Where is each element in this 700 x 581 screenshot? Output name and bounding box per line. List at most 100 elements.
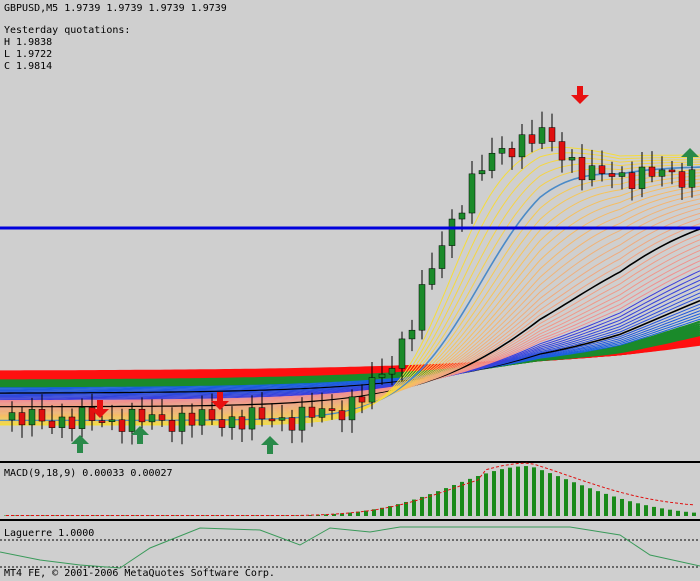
close: 1.9739 xyxy=(191,3,227,14)
macd-bar xyxy=(644,505,648,516)
macd-bar xyxy=(356,511,360,516)
candle-body xyxy=(308,406,316,418)
candle-body xyxy=(328,408,336,411)
macd-bar xyxy=(620,498,624,516)
moving-average xyxy=(0,239,700,406)
macd-bar xyxy=(348,512,352,516)
macd-bar xyxy=(420,496,424,516)
candle-body xyxy=(78,407,86,429)
candle-body xyxy=(258,407,266,420)
candle-body xyxy=(28,409,36,426)
moving-average xyxy=(0,255,700,403)
yesterday-close: C 1.9814 xyxy=(4,61,52,72)
moving-average xyxy=(0,299,700,395)
macd-label: MACD(9,18,9) 0.00033 0.00027 xyxy=(4,468,173,479)
candle-body xyxy=(618,172,626,177)
candle-body xyxy=(108,419,116,423)
candle-body xyxy=(568,157,576,161)
macd-bar xyxy=(652,506,656,516)
sell-arrow xyxy=(571,86,589,104)
yesterday-low: L 1.9722 xyxy=(4,49,52,60)
macd-bar xyxy=(556,476,560,516)
macd-bar xyxy=(148,515,152,516)
moving-average xyxy=(0,244,700,405)
candle-body xyxy=(468,173,476,214)
candle-body xyxy=(598,165,606,174)
macd-bar xyxy=(524,466,528,516)
candle-body xyxy=(128,408,136,432)
buy-arrow xyxy=(131,426,149,444)
macd-bar xyxy=(660,508,664,516)
laguerre-panel xyxy=(0,521,700,581)
moving-average xyxy=(0,318,700,389)
quotations-title: Yesterday quotations: xyxy=(4,25,130,36)
candle-body xyxy=(388,368,396,375)
macd-bar xyxy=(636,503,640,516)
candle-body xyxy=(508,148,516,158)
candle-body xyxy=(578,157,586,181)
candle-body xyxy=(188,412,196,426)
candle-body xyxy=(448,218,456,246)
macd-bar xyxy=(580,485,584,516)
candle-body xyxy=(628,172,636,189)
candle-body xyxy=(458,212,466,220)
moving-average xyxy=(0,279,700,399)
laguerre-plot xyxy=(0,526,700,569)
symbol: GBPUSD,M5 1.9739 1.9739 1.9739 1.9739 xyxy=(4,3,227,14)
macd-bar xyxy=(372,509,376,516)
buy-arrow xyxy=(261,436,279,454)
candle-body xyxy=(478,170,486,175)
candle-body xyxy=(228,416,236,428)
candle-body xyxy=(298,406,306,431)
candle-body xyxy=(118,419,126,432)
macd-bar xyxy=(476,476,480,516)
macd-bar xyxy=(692,512,696,516)
candle-body xyxy=(518,134,526,158)
macd-bar xyxy=(436,491,440,516)
moving-average xyxy=(0,284,700,398)
candle-body xyxy=(558,141,566,161)
macd-bar xyxy=(308,515,312,516)
yesterday-high: H 1.9838 xyxy=(4,37,52,48)
candle-body xyxy=(608,173,616,177)
candle-body xyxy=(278,417,286,421)
macd-bar xyxy=(340,513,344,516)
macd-bar xyxy=(484,473,488,516)
moving-average xyxy=(0,307,700,392)
macd-bar xyxy=(380,507,384,516)
moving-average xyxy=(0,310,700,391)
candle-body xyxy=(218,419,226,428)
candle-body xyxy=(18,412,26,426)
macd-bar xyxy=(452,484,456,516)
macd-bar xyxy=(676,510,680,516)
macd-bar xyxy=(468,478,472,516)
candle-body xyxy=(678,171,686,188)
macd-bar xyxy=(188,515,192,516)
macd-bar xyxy=(268,515,272,516)
candle-body xyxy=(668,169,676,173)
candle-body xyxy=(58,416,66,428)
macd-bar xyxy=(540,470,544,516)
candle-body xyxy=(268,418,276,422)
moving-average xyxy=(0,288,700,397)
candle-body xyxy=(138,408,146,423)
candle-body xyxy=(428,268,436,285)
open: 1.9739 xyxy=(64,3,100,14)
moving-average xyxy=(0,313,700,391)
laguerre-line xyxy=(0,526,700,569)
macd-bar xyxy=(588,488,592,516)
candle-body xyxy=(38,409,46,422)
symbol-name: GBPUSD,M5 xyxy=(4,3,58,14)
candle-body xyxy=(238,416,246,430)
candle-body xyxy=(208,409,216,420)
macd-bar xyxy=(604,493,608,516)
candle-body xyxy=(288,417,296,431)
candle-body xyxy=(178,412,186,432)
moving-average xyxy=(0,292,700,396)
sell-arrow xyxy=(211,392,229,410)
macd-bar xyxy=(68,515,72,516)
laguerre-label: Laguerre 1.0000 xyxy=(4,528,94,539)
candle-body xyxy=(528,134,536,144)
candle-body xyxy=(8,412,16,421)
macd-signal xyxy=(6,462,695,516)
